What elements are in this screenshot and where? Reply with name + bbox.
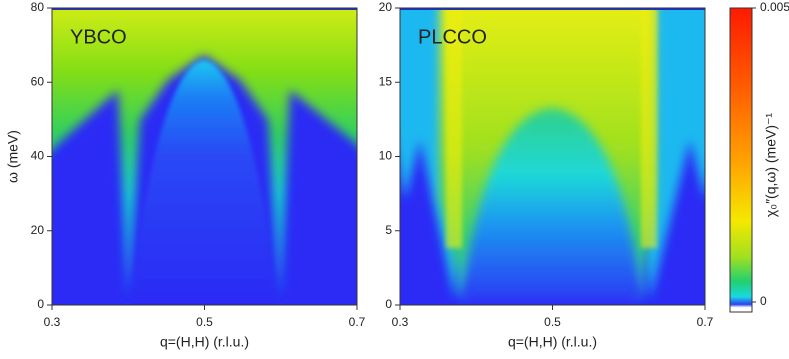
y-tick-label: 40 [31,149,45,163]
colorbar [729,7,753,313]
heatmap-image [400,8,705,305]
y-tick-label: 20 [379,0,393,14]
y-axis-label: ω (meV) [5,130,21,183]
y-tick-label: 5 [385,223,392,237]
x-tick-label: 0.3 [44,315,61,329]
y-tick-label: 20 [31,223,45,237]
y-tick-label: 0 [37,297,44,311]
x-tick-label: 0.7 [349,315,366,329]
x-axis-label: q=(H,H) (r.l.u.) [160,334,249,350]
y-tick-label: 80 [31,0,45,14]
x-tick-label: 0.5 [196,315,213,329]
y-tick-label: 15 [379,74,393,88]
y-tick-label: 60 [31,74,45,88]
colorbar-label: χ₀″(q,ω) (meV)⁻¹ [763,113,779,217]
colorbar-tick-label: 0 [760,294,767,308]
x-tick-label: 0.7 [697,315,714,329]
colorbar-tick-label: 0.005 [760,0,789,14]
x-axis-label: q=(H,H) (r.l.u.) [508,334,597,350]
x-tick-label: 0.3 [392,315,409,329]
x-tick-label: 0.5 [544,315,561,329]
panel-annotation: PLCCO [418,26,487,48]
heatmap-image [52,8,357,305]
panel-annotation: YBCO [70,26,127,48]
y-tick-label: 0 [385,297,392,311]
y-tick-label: 10 [379,149,393,163]
